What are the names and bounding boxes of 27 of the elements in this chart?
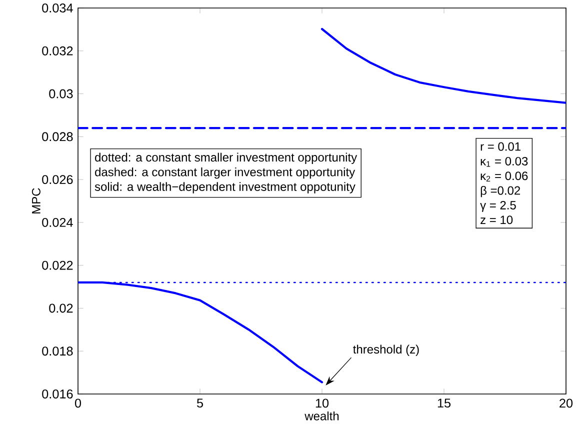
y-tick-label: 0.02 — [49, 304, 73, 313]
annotation: κ$_{1}$ = 0.03 — [480, 156, 528, 167]
y-tick-label: 0.028 — [42, 132, 73, 142]
y-tick-label: 0.032 — [42, 46, 73, 56]
annotation: z = 10 — [480, 216, 513, 224]
annotation: dotted: a constant smaller investment opportunity — [95, 152, 358, 164]
y-tick-label: 0.018 — [42, 346, 73, 356]
y-tick-label: 0.03 — [49, 89, 73, 98]
y-tick-label: 0.026 — [42, 175, 73, 184]
x-tick-label: 15 — [438, 398, 451, 408]
x-axis-title: wealth — [304, 411, 339, 420]
annotation: r = 0.01 — [480, 142, 520, 151]
x-tick-label: 5 — [196, 398, 204, 408]
annotation: threshold (z) — [353, 344, 419, 356]
annotation: κ$_{2}$ = 0.06 — [480, 172, 528, 182]
annotation: β =0.02 — [480, 186, 520, 198]
y-tick-label: 0.034 — [42, 4, 73, 12]
y-tick-label: 0.016 — [42, 390, 73, 398]
x-tick-label: 0 — [74, 398, 82, 408]
x-tick-label: 10 — [316, 398, 329, 408]
annotation: γ = 2.5 — [480, 200, 516, 212]
y-tick-label: 0.022 — [42, 260, 73, 270]
annotation: solid: a wealth−dependent investment oppotunity — [94, 182, 356, 194]
x-tick-label: 20 — [560, 398, 573, 408]
annotation: dashed: a constant larger investment opportunity — [95, 167, 356, 179]
y-tick-label: 0.024 — [42, 218, 73, 227]
y-axis-title: MPC — [32, 188, 40, 214]
